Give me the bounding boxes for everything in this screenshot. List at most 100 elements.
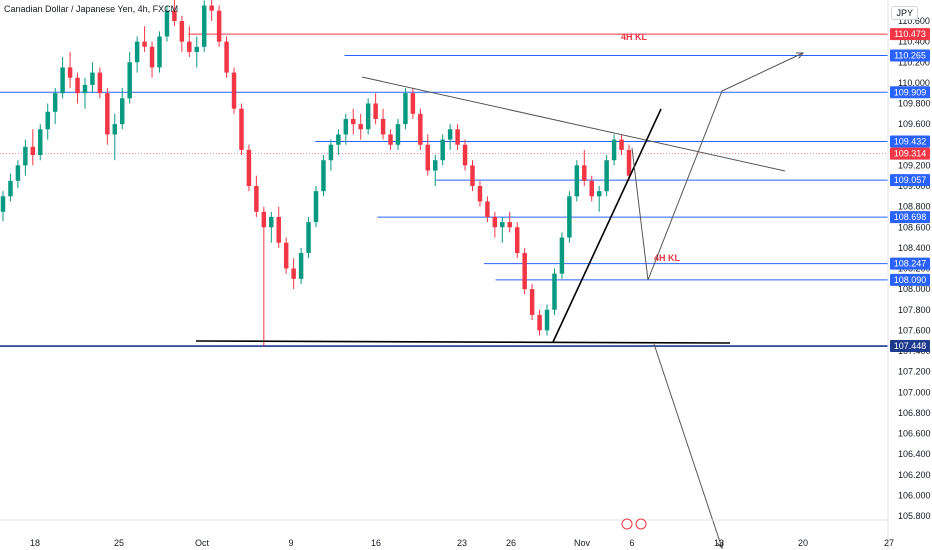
time-tick-label: 9 [288, 538, 293, 548]
candle-body [90, 72, 95, 85]
candle-body [298, 253, 304, 279]
candle-body [157, 36, 162, 68]
descending-trendline[interactable] [361, 76, 786, 172]
candle-body [365, 103, 371, 130]
ascending-trendline[interactable] [552, 108, 662, 343]
projection-arrow-up[interactable] [631, 52, 804, 281]
price-badge [890, 211, 930, 224]
current-price-label: 109.314 [894, 149, 927, 159]
price-tick-label: 105.800 [898, 511, 931, 521]
candle-body [455, 129, 460, 145]
time-tick-label: 6 [629, 538, 634, 548]
price-badge [890, 340, 930, 353]
time-tick-label: 27 [884, 538, 894, 548]
flash-icon[interactable] [621, 518, 633, 530]
candle-body [269, 216, 274, 228]
candle-body [306, 222, 311, 254]
flag-icon[interactable] [635, 518, 647, 530]
candle-body [485, 201, 490, 217]
candle-body [589, 180, 594, 197]
candle-body [373, 103, 378, 119]
candle-body [82, 84, 88, 94]
candle-body [604, 160, 609, 192]
candle-body [97, 72, 103, 94]
candle-body [596, 191, 602, 197]
candle-body [15, 165, 21, 181]
price-tick-label: 109.800 [898, 99, 931, 109]
price-badge-label: 109.909 [894, 87, 927, 97]
candle-body [462, 144, 468, 166]
candle-body [216, 10, 222, 42]
candle-body [179, 21, 185, 42]
candle-body [246, 149, 252, 186]
price-tick-label: 106.400 [898, 449, 931, 459]
candle-body [23, 146, 28, 166]
time-tick-label: 20 [798, 538, 808, 548]
price-badge [890, 49, 930, 62]
price-badge-label: 108.247 [894, 259, 927, 269]
candle-body [351, 118, 356, 125]
candle-body [261, 211, 267, 228]
price-tick-label: 109.200 [898, 160, 931, 170]
time-tick-label: 26 [506, 538, 516, 548]
candle-body [38, 129, 43, 156]
price-tick-label: 106.200 [898, 470, 931, 480]
candle-body [492, 216, 498, 228]
price-badge [890, 28, 930, 41]
projection-arrow-up-head [795, 52, 805, 59]
price-badge-label: 108.698 [894, 212, 927, 222]
candle-body [410, 93, 416, 114]
candle-body [291, 268, 296, 279]
candle-body [380, 118, 386, 135]
candle-body [194, 46, 199, 52]
candle-body [209, 5, 214, 11]
time-tick-label: 25 [114, 538, 124, 548]
currency-label[interactable]: JPY [891, 6, 918, 20]
candle-body [418, 113, 423, 145]
annotation-label: 4H KL [654, 253, 681, 263]
candle-body [313, 191, 319, 223]
candle-body [500, 222, 505, 228]
price-tick-label: 107.000 [898, 387, 931, 397]
candle-body [328, 144, 334, 161]
price-tick-label: 110.000 [898, 78, 930, 88]
time-tick-label: Nov [574, 538, 591, 548]
time-tick-label: 23 [457, 538, 467, 548]
candle-body [149, 46, 155, 68]
chart-title: Canadian Dollar / Japanese Yen, 4h, FXCM [4, 4, 179, 14]
support-line[interactable] [195, 340, 731, 344]
projection-arrow-down[interactable] [653, 343, 723, 549]
candle-body [559, 237, 565, 274]
current-price-badge [890, 147, 930, 160]
time-tick-label: 18 [30, 538, 40, 548]
candle-body [619, 139, 624, 150]
candle-body [388, 134, 393, 145]
candle-body [134, 41, 140, 63]
candle-body [239, 108, 244, 150]
price-badge-label: 110.265 [894, 51, 926, 61]
candle-body [224, 41, 229, 73]
candle-body [514, 227, 520, 254]
candle-body [321, 160, 326, 192]
candle-body [582, 165, 587, 181]
candle-body [440, 139, 445, 161]
candle-body [395, 124, 401, 145]
candle-body [477, 186, 483, 202]
candle-body [403, 93, 408, 125]
price-badge [890, 273, 930, 286]
candle-body [112, 124, 118, 135]
candle-body [45, 111, 50, 130]
price-tick-label: 107.800 [898, 305, 931, 315]
price-tick-label: 108.800 [898, 202, 931, 212]
candle-body [611, 139, 617, 161]
price-tick-label: 107.600 [898, 325, 931, 335]
candle-body [120, 98, 125, 125]
candle-body [358, 124, 363, 130]
price-badge-label: 107.448 [894, 341, 927, 351]
price-tick-label: 108.000 [898, 284, 931, 294]
price-badge-label: 110.473 [894, 29, 926, 39]
price-badge [890, 257, 930, 270]
price-tick-label: 108.600 [898, 222, 931, 232]
